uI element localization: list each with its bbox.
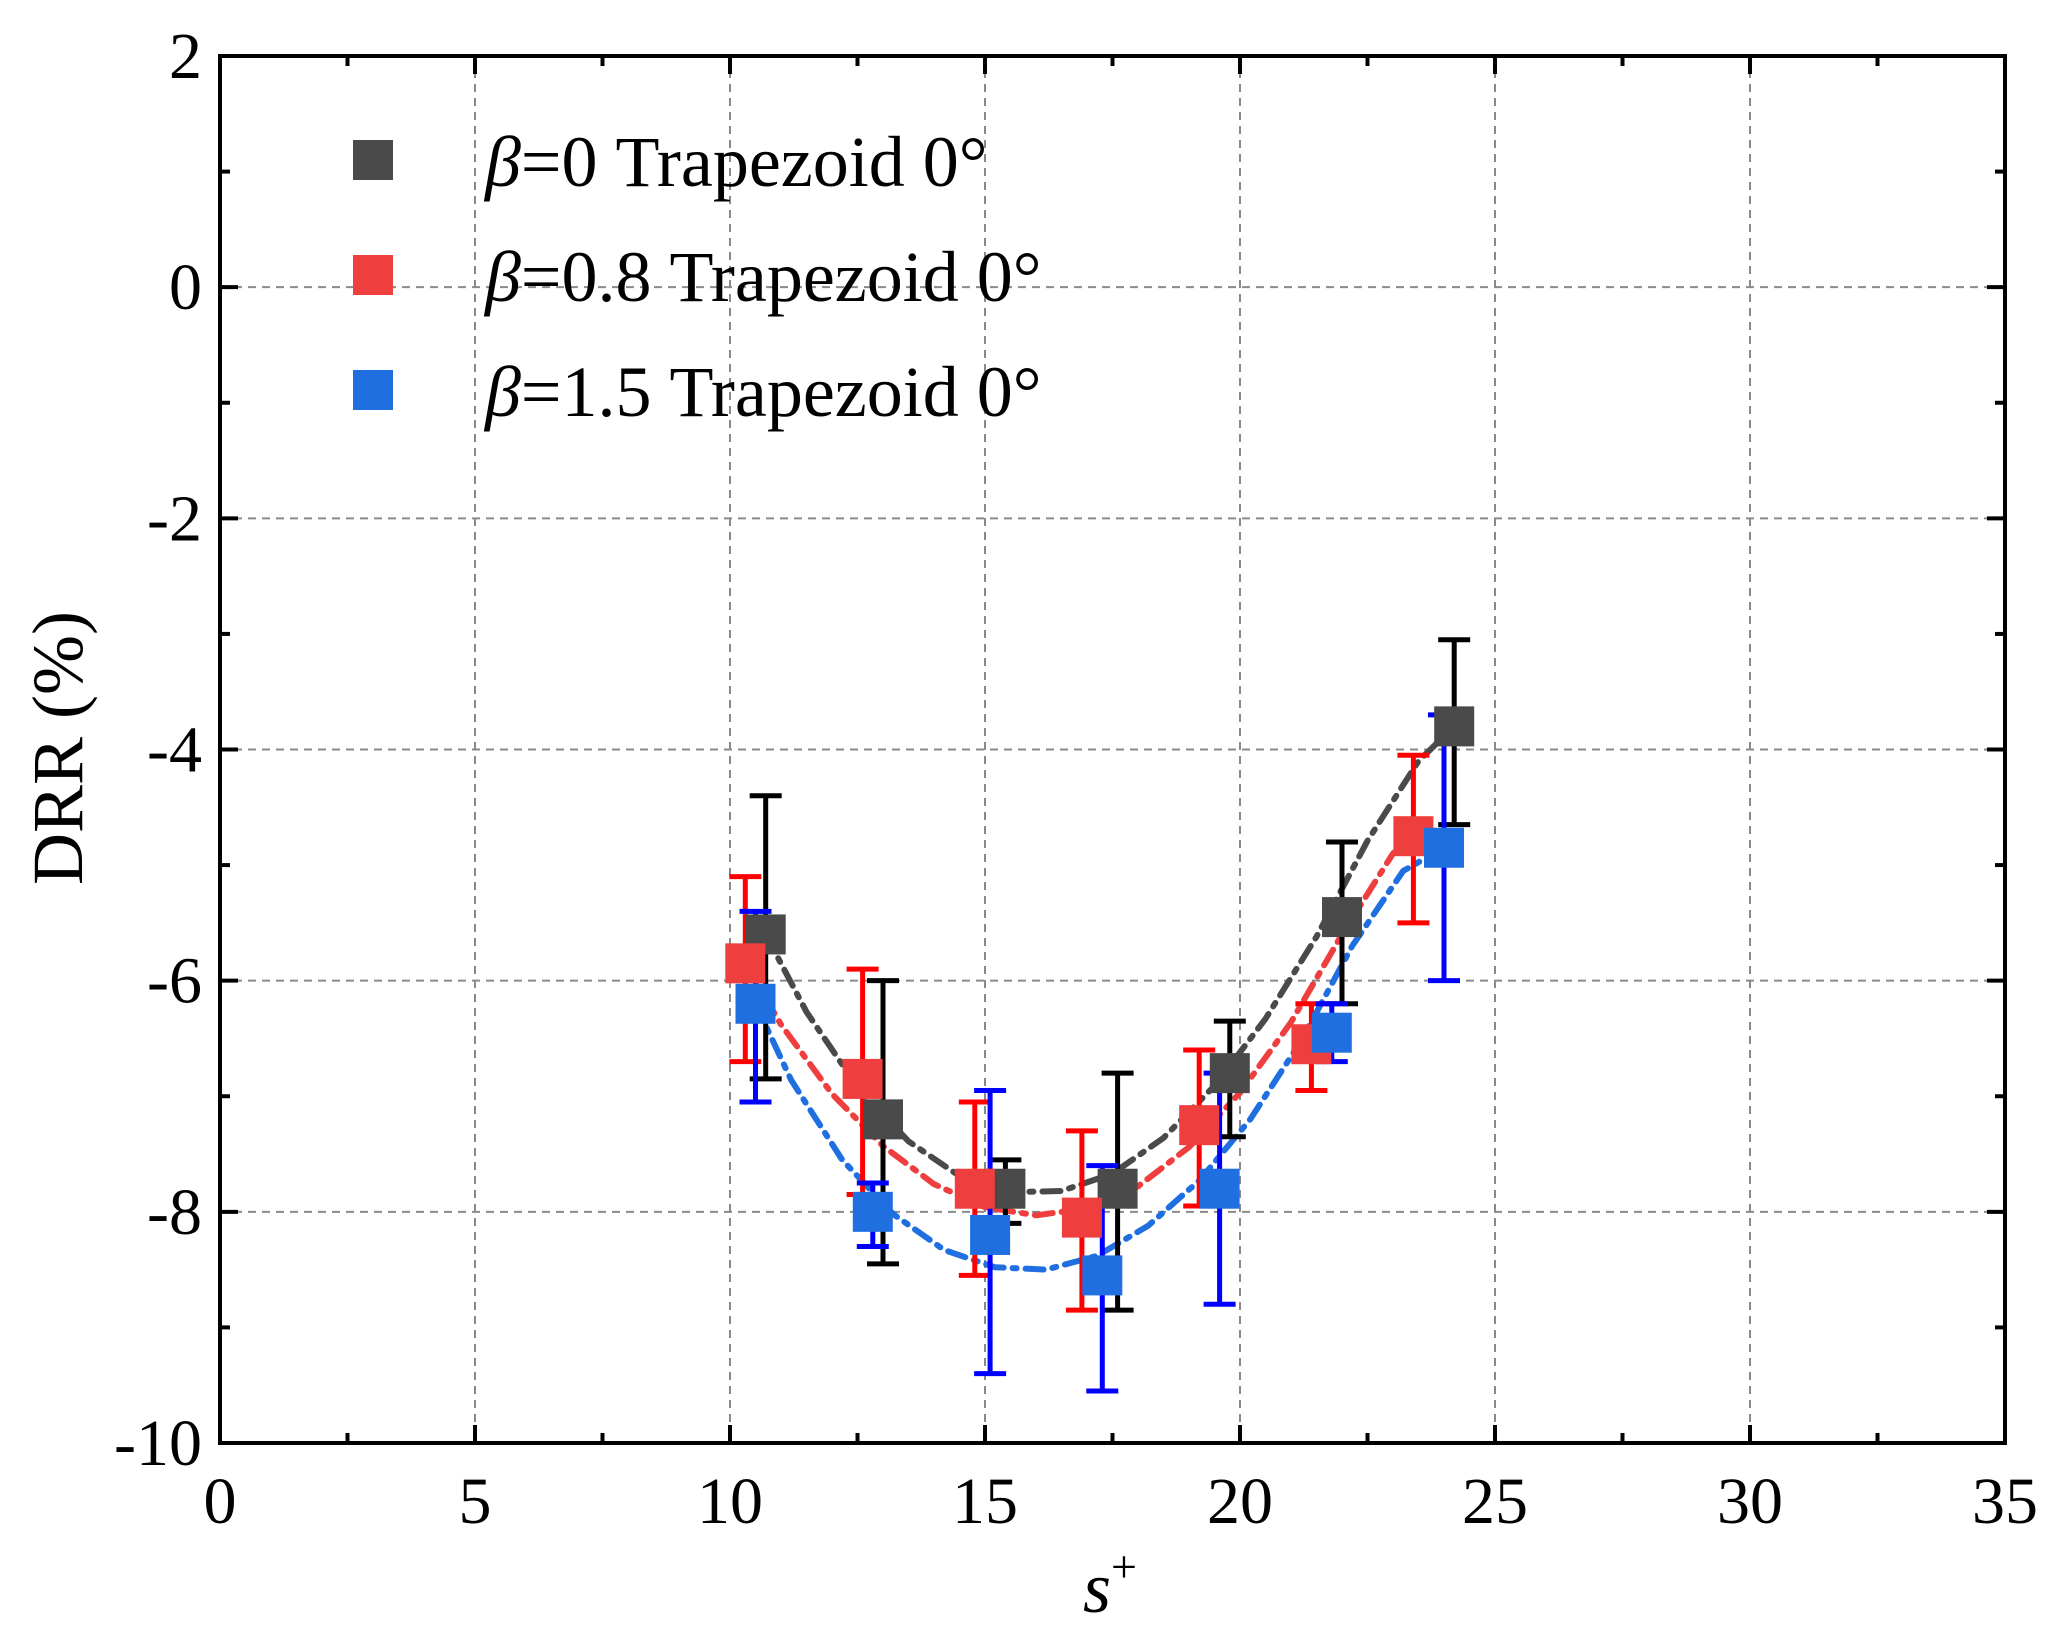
data-point-series-0 [863, 1099, 903, 1140]
axis-ticks [218, 54, 2007, 1445]
x-tick-label: 5 [459, 1465, 492, 1538]
data-point-series-2 [970, 1214, 1011, 1255]
data-point-series-2 [1424, 827, 1464, 868]
legend-marker-series-0 [353, 140, 393, 180]
data-point-series-1 [725, 943, 766, 984]
legend-beta-symbol: β [483, 237, 521, 317]
legend-marker-series-2 [353, 370, 393, 410]
x-tick-label: 10 [697, 1465, 763, 1538]
x-tick-label: 25 [1462, 1465, 1528, 1538]
legend-beta-symbol: β [483, 352, 521, 432]
tick-labels: 0 5 10 15 20 25 30 35 -10 -8 -6 -4 -2 0 2 [114, 20, 2038, 1538]
x-tick-label: 0 [204, 1465, 237, 1538]
x-axis-title-superscript: + [1111, 1541, 1137, 1592]
legend-label-text: =0 Trapezoid 0° [521, 122, 988, 202]
data-point-series-1 [842, 1058, 883, 1099]
data-point-series-2 [1082, 1255, 1123, 1296]
data-point-series-0 [1434, 706, 1475, 747]
y-tick-label: -8 [147, 1176, 202, 1249]
legend-label-text: =1.5 Trapezoid 0° [521, 352, 1042, 432]
y-tick-label: -4 [147, 714, 202, 787]
data-point-series-2 [1199, 1168, 1240, 1209]
x-tick-label: 20 [1207, 1465, 1273, 1538]
x-axis-title-symbol: s [1083, 1548, 1111, 1628]
x-tick-label: 15 [952, 1465, 1018, 1538]
data-point-series-1 [1061, 1197, 1102, 1238]
legend-label-text: =0.8 Trapezoid 0° [521, 237, 1042, 317]
y-tick-label: -10 [114, 1407, 202, 1480]
legend-label-series-2: β=1.5 Trapezoid 0° [483, 352, 1042, 432]
legend-marker-series-1 [353, 255, 393, 295]
y-axis-title: DRR (%) [18, 611, 98, 885]
legend-beta-symbol: β [483, 122, 521, 202]
x-tick-label: 35 [1972, 1465, 2038, 1538]
legend-label-series-0: β=0 Trapezoid 0° [483, 122, 988, 202]
data-point-series-2 [852, 1191, 893, 1232]
y-tick-label: 0 [169, 251, 202, 324]
x-tick-label: 30 [1717, 1465, 1783, 1538]
data-point-series-0 [1097, 1168, 1138, 1209]
data-point-series-0 [1322, 897, 1362, 938]
data-point-series-1 [954, 1168, 995, 1209]
y-tick-label: 2 [169, 20, 202, 93]
legend-label-series-1: β=0.8 Trapezoid 0° [483, 237, 1042, 317]
grid [220, 56, 2005, 1443]
data-point-series-2 [1311, 1012, 1352, 1053]
data-point-series-1 [1179, 1105, 1220, 1146]
legend: β=0 Trapezoid 0°β=0.8 Trapezoid 0°β=1.5 … [353, 122, 1042, 432]
data-point-series-0 [1209, 1053, 1250, 1094]
x-axis-title: s+ [1083, 1541, 1137, 1628]
y-tick-label: -6 [147, 945, 202, 1018]
data-markers [725, 706, 1475, 1296]
data-point-series-2 [735, 983, 776, 1024]
y-tick-label: -2 [147, 482, 202, 555]
